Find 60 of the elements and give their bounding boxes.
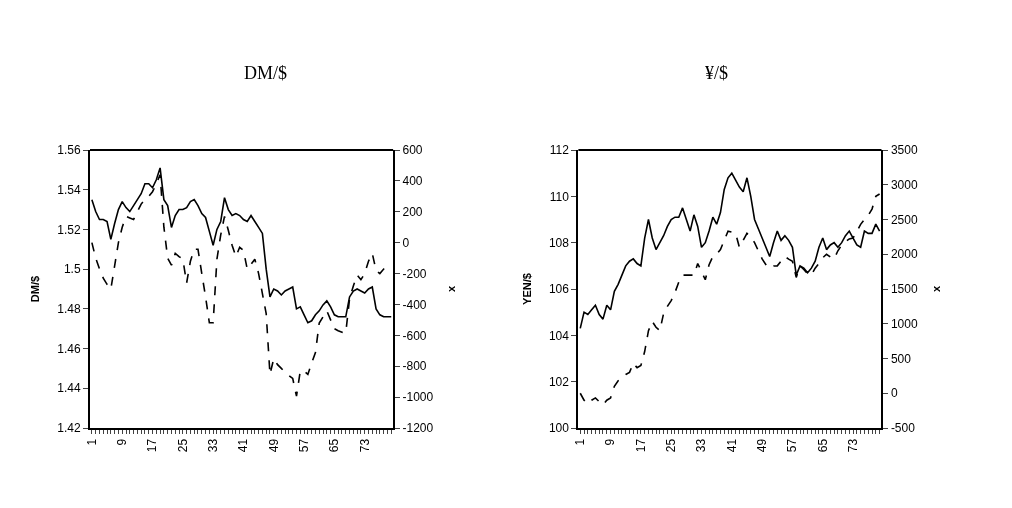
x-tick-label: 1 (84, 438, 99, 446)
y-tick-label: 1.42 (57, 421, 81, 436)
y-axis-title: YEN/$ (521, 273, 534, 305)
y2-tick-label: 0 (890, 386, 898, 401)
x-tick-label: 25 (175, 438, 190, 453)
x-tick-label: 9 (115, 438, 130, 446)
y2-tick-label: 3500 (890, 143, 918, 158)
x-tick-label: 41 (724, 438, 739, 453)
x-tick-label: 1 (573, 438, 588, 446)
y-tick-label: 106 (548, 282, 570, 297)
x-tick-label: 9 (603, 438, 618, 446)
y-tick-label: 1.52 (57, 222, 81, 237)
x-tick-label: 25 (664, 438, 679, 453)
y2-tick-label: 500 (890, 351, 912, 366)
x-tick-label: 33 (206, 438, 221, 453)
y2-tick-label: 600 (402, 143, 423, 158)
x-tick-label: 73 (357, 438, 372, 453)
y2-tick-label: -600 (402, 328, 427, 343)
x-tick-label: 57 (785, 438, 800, 453)
y2-tick-label: -1200 (402, 421, 434, 436)
y2-tick-label: 400 (402, 174, 423, 189)
y-tick-label: 1.48 (57, 302, 81, 317)
y-tick-label: 1.5 (63, 262, 81, 277)
y-tick-label: 102 (548, 374, 570, 389)
x-tick-label: 73 (845, 438, 860, 453)
x-tick-label: 57 (296, 438, 311, 453)
y-tick-label: 1.46 (57, 341, 81, 356)
x-tick-label: 49 (755, 438, 770, 453)
y-tick-label: 104 (548, 328, 570, 343)
y2-axis-title: x (445, 285, 458, 293)
y2-axis-title: x (929, 285, 942, 293)
y2-tick-label: 0 (402, 235, 410, 250)
x-tick-label: 41 (236, 438, 251, 453)
y-axis-title: DM/$ (29, 275, 42, 303)
x-tick-label: 33 (694, 438, 709, 453)
y2-tick-label: -800 (402, 359, 427, 374)
x-tick-label: 49 (266, 438, 281, 453)
y2-tick-label: 200 (402, 204, 423, 219)
x-tick-label: 65 (815, 438, 830, 453)
y2-tick-label: -400 (402, 297, 427, 312)
x-tick-label: 65 (327, 438, 342, 453)
y2-tick-label: 3000 (890, 177, 918, 192)
y2-tick-label: 1500 (890, 282, 918, 297)
y-tick-label: 1.44 (57, 381, 81, 396)
y-tick-label: 108 (548, 235, 570, 250)
y2-tick-label: 2500 (890, 212, 918, 227)
y-tick-label: 100 (548, 421, 570, 436)
y2-tick-label: -500 (890, 421, 916, 436)
y-tick-label: 1.56 (57, 143, 81, 158)
y2-tick-label: 1000 (890, 316, 918, 331)
chart-title: DM/$ (244, 63, 288, 83)
x-tick-label: 17 (633, 438, 648, 453)
y2-tick-label: -1000 (402, 390, 434, 405)
y-tick-label: 112 (549, 143, 570, 158)
y-tick-label: 110 (549, 189, 570, 204)
x-tick-label: 17 (145, 438, 160, 453)
chart-title: ¥/$ (705, 63, 729, 83)
y-tick-label: 1.54 (57, 182, 81, 197)
y2-tick-label: 2000 (890, 247, 918, 262)
y2-tick-label: -200 (402, 266, 427, 281)
